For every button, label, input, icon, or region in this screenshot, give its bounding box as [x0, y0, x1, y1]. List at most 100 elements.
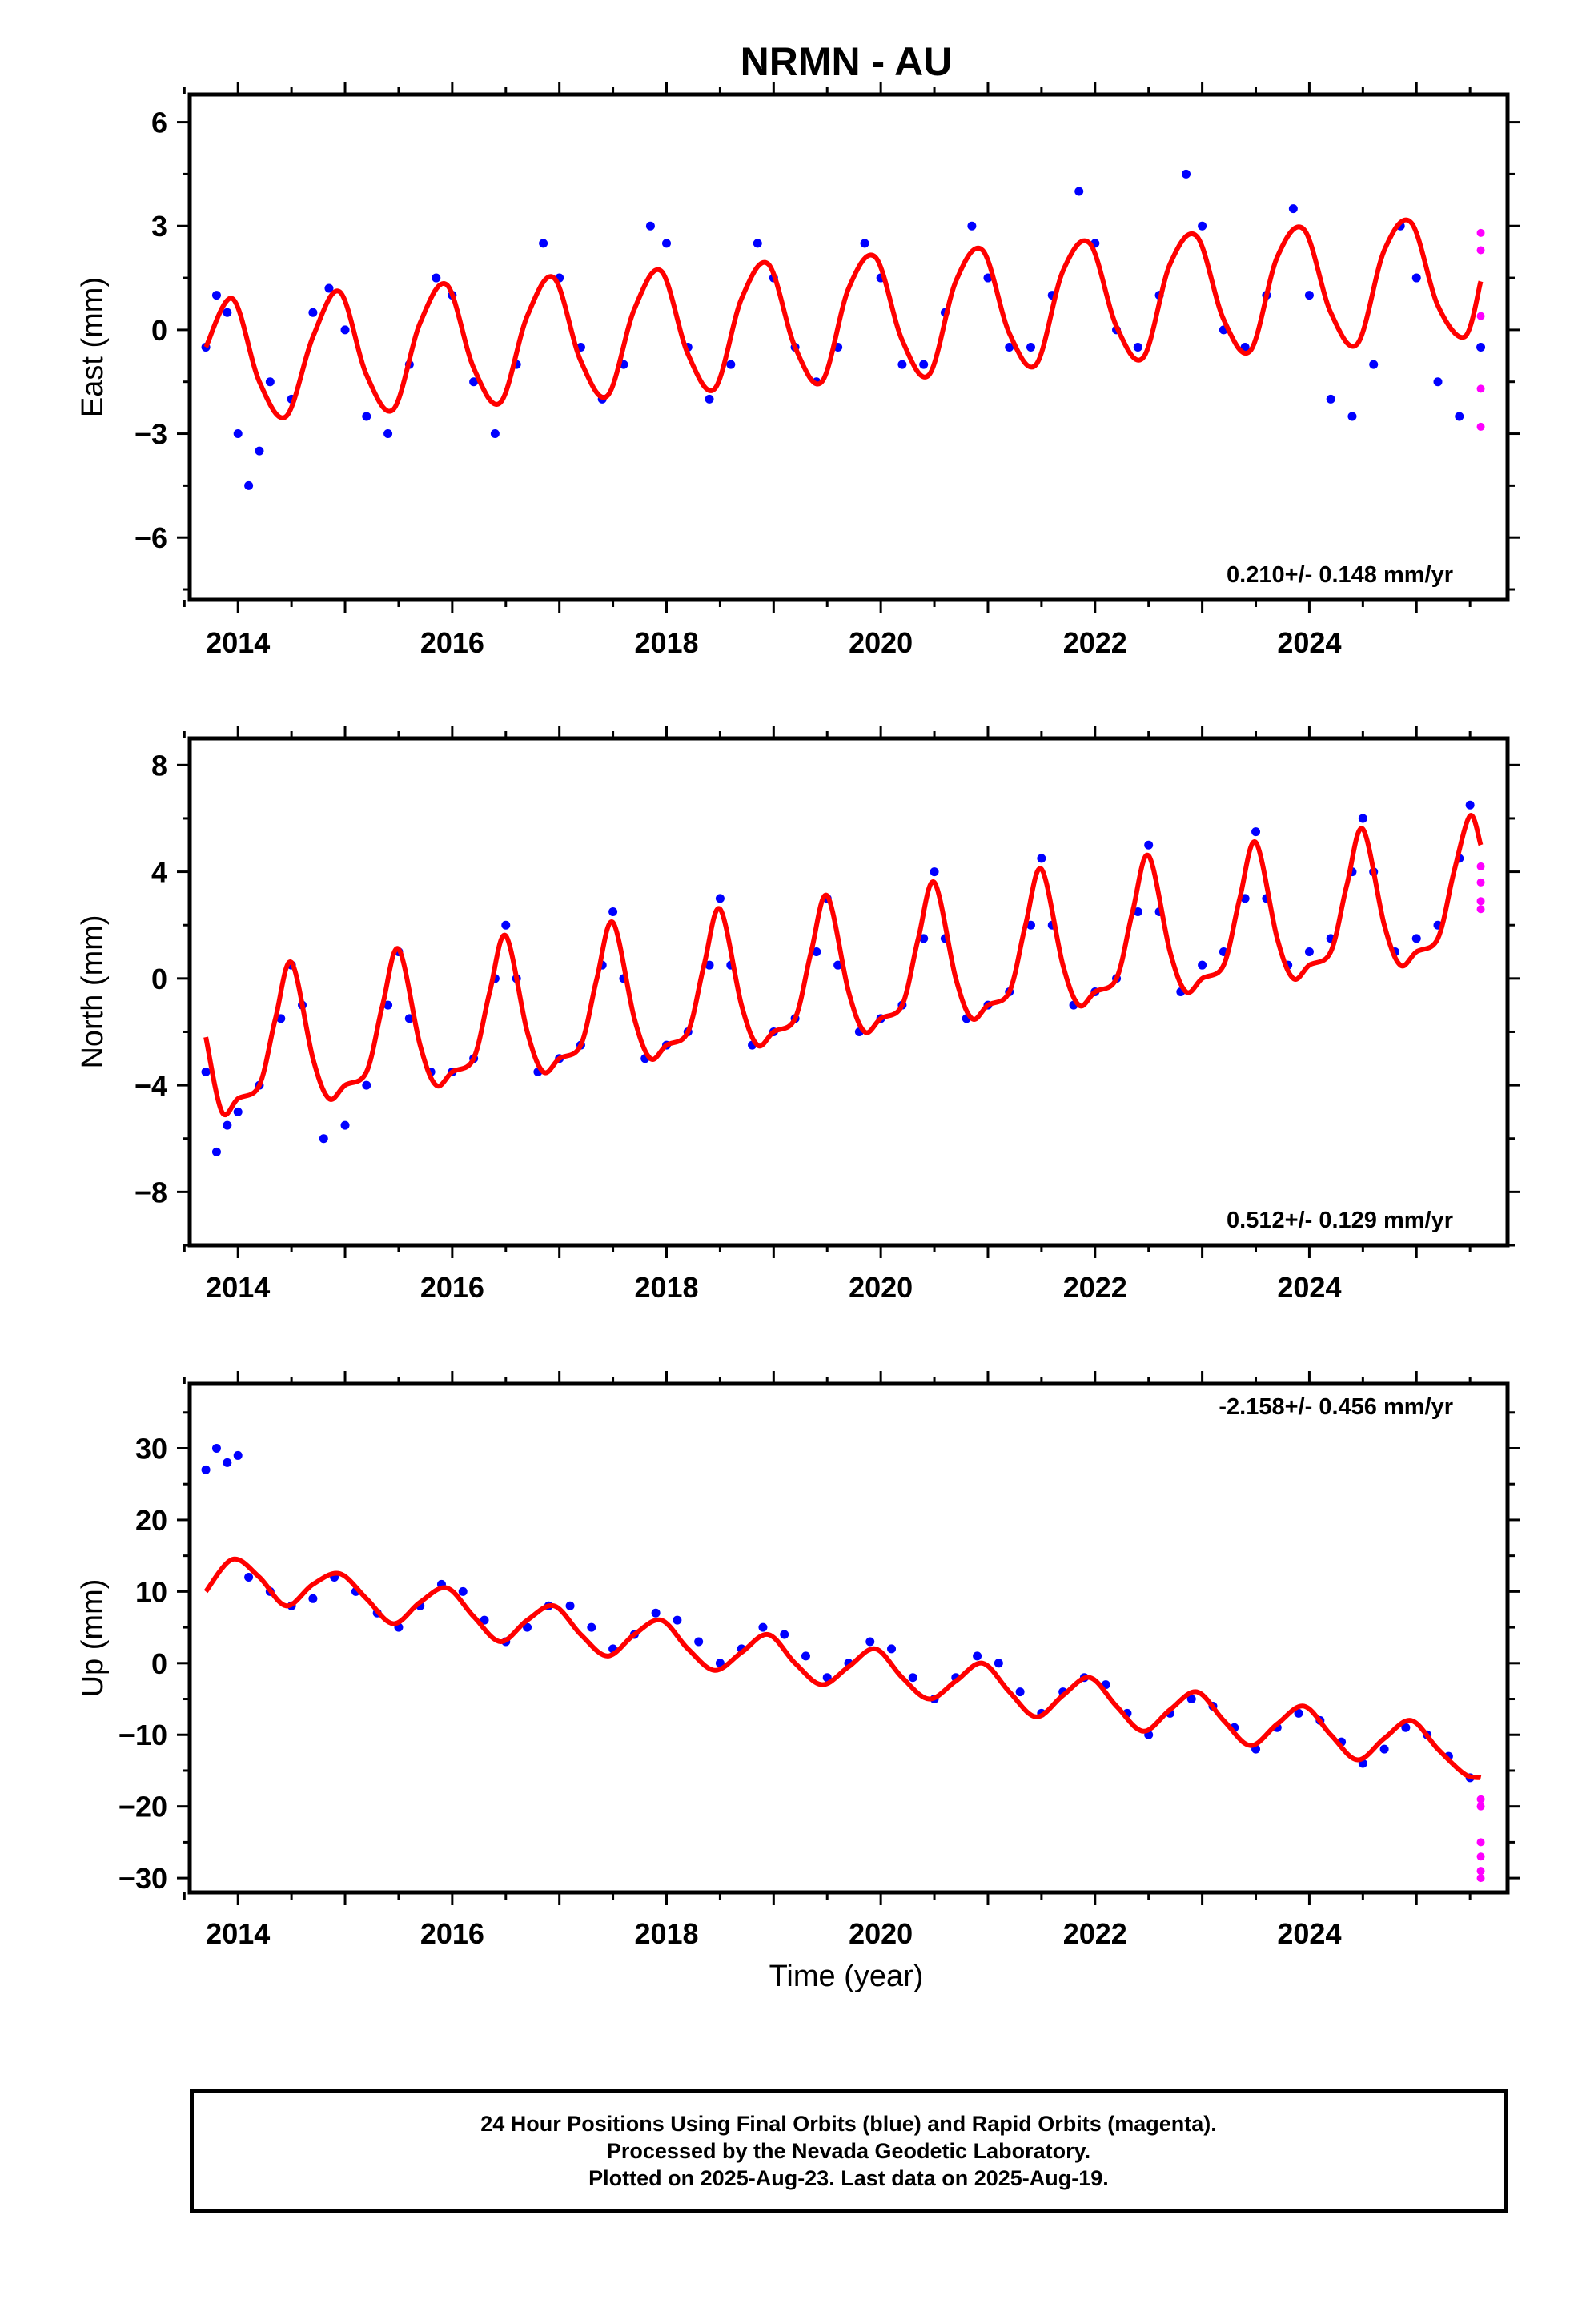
up-x-tick-label: 2022 — [1063, 1917, 1127, 1950]
up-y-tick-label: −20 — [118, 1791, 167, 1823]
north-y-tick-label: 4 — [151, 856, 167, 889]
up-x-tick-label: 2014 — [206, 1917, 270, 1950]
up-final-point — [908, 1673, 917, 1683]
north-final-point — [608, 907, 618, 917]
east-final-point — [265, 377, 275, 387]
north-final-point — [1144, 840, 1154, 850]
north-x-tick-label: 2018 — [634, 1271, 698, 1304]
up-final-point — [1379, 1744, 1389, 1754]
east-final-point — [967, 221, 977, 231]
up-final-point — [673, 1615, 682, 1625]
east-final-point — [662, 239, 672, 248]
up-x-tick-label: 2020 — [849, 1917, 913, 1950]
north-rate-label: 0.512+/- 0.129 mm/yr — [1227, 1208, 1453, 1233]
up-rapid-point — [1476, 1838, 1485, 1847]
east-final-point — [1005, 343, 1014, 352]
east-y-tick-label: −6 — [135, 521, 167, 554]
up-final-point — [694, 1637, 704, 1647]
east-final-point — [223, 308, 232, 317]
up-rapid-point — [1476, 1802, 1485, 1811]
east-final-point — [469, 377, 479, 387]
east-final-point — [255, 446, 264, 456]
north-final-point — [319, 1134, 328, 1144]
east-plot-area — [201, 169, 1486, 490]
east-final-point — [1326, 394, 1335, 404]
up-rapid-point — [1476, 1795, 1485, 1803]
up-final-point — [233, 1450, 243, 1460]
east-y-tick-label: −3 — [135, 418, 167, 451]
up-final-point — [973, 1651, 982, 1661]
up-final-point — [801, 1651, 810, 1661]
north-final-point — [276, 1014, 286, 1023]
up-final-point — [244, 1572, 254, 1582]
east-final-point — [1455, 412, 1464, 421]
north-y-tick-label: −4 — [135, 1069, 167, 1102]
east-y-tick-label: 3 — [151, 210, 167, 243]
caption-line-3: Plotted on 2025-Aug-23. Last data on 202… — [588, 2165, 1109, 2190]
up-final-point — [865, 1637, 875, 1647]
east-final-point — [340, 325, 350, 335]
east-final-point — [983, 273, 993, 283]
east-final-point — [1411, 273, 1421, 283]
east-x-tick-label: 2018 — [634, 626, 698, 659]
east-final-point — [1026, 343, 1035, 352]
east-final-point — [1133, 343, 1142, 352]
up-final-point — [458, 1586, 468, 1596]
north-final-point — [1026, 920, 1035, 930]
north-final-point — [1358, 814, 1367, 823]
north-final-point — [1304, 947, 1314, 957]
north-final-point — [501, 920, 511, 930]
up-rate-label: -2.158+/- 0.456 mm/yr — [1219, 1394, 1453, 1420]
east-final-point — [1304, 291, 1314, 300]
north-model-curve — [203, 813, 1484, 1117]
north-final-point — [930, 867, 939, 877]
east-final-point — [490, 429, 500, 439]
east-final-point — [1198, 221, 1207, 231]
east-final-point — [897, 360, 907, 369]
east-final-point — [432, 273, 441, 283]
east-final-point — [1074, 187, 1084, 196]
east-final-point — [244, 480, 254, 490]
east-x-tick-label: 2016 — [420, 626, 484, 659]
east-final-point — [1182, 169, 1191, 179]
north-x-tick-label: 2024 — [1277, 1271, 1341, 1304]
east-final-point — [726, 360, 736, 369]
north-y-tick-label: 8 — [151, 749, 167, 782]
up-panel: 2014 2016 2018 2020 2022 2024 −30 −20 −10 0 10 20 30… — [76, 1371, 1520, 1950]
north-final-point — [1465, 800, 1475, 810]
north-final-point — [233, 1107, 243, 1116]
north-x-tick-label: 2022 — [1063, 1271, 1127, 1304]
north-final-point — [1251, 827, 1261, 837]
east-final-point — [308, 308, 318, 317]
east-final-point — [324, 283, 334, 293]
up-final-point — [780, 1630, 789, 1639]
north-plot-frame — [187, 736, 1510, 1248]
east-final-point — [539, 239, 548, 248]
up-final-point — [1186, 1695, 1196, 1704]
east-rapid-point — [1476, 312, 1485, 320]
north-final-point — [715, 894, 725, 903]
north-final-point — [812, 947, 821, 957]
north-x-tick-label: 2020 — [849, 1271, 913, 1304]
east-x-tick-label: 2024 — [1277, 626, 1341, 659]
north-final-point — [705, 960, 714, 970]
east-panel: 2014 2016 2018 2020 2022 2024 −6 −3 0 3 6 East (mm)… — [76, 82, 1520, 659]
east-rapid-point — [1476, 246, 1485, 255]
up-final-point — [565, 1601, 575, 1610]
east-plot-frame — [187, 92, 1510, 602]
east-final-point — [705, 394, 714, 404]
east-final-point — [860, 239, 869, 248]
caption-line-2: Processed by the Nevada Geodetic Laborat… — [606, 2138, 1091, 2163]
east-final-point — [1369, 360, 1379, 369]
x-axis-label: Time (year) — [769, 1960, 924, 1993]
up-final-point — [308, 1594, 318, 1603]
up-y-tick-label: −10 — [118, 1719, 167, 1751]
up-final-point — [887, 1644, 897, 1654]
east-final-point — [1240, 343, 1250, 352]
north-y-tick-label: −8 — [135, 1176, 167, 1208]
up-rapid-point — [1476, 1874, 1485, 1883]
east-final-point — [362, 412, 371, 421]
north-final-point — [340, 1120, 350, 1130]
north-plot-area — [201, 800, 1485, 1156]
up-final-point — [1294, 1708, 1303, 1718]
